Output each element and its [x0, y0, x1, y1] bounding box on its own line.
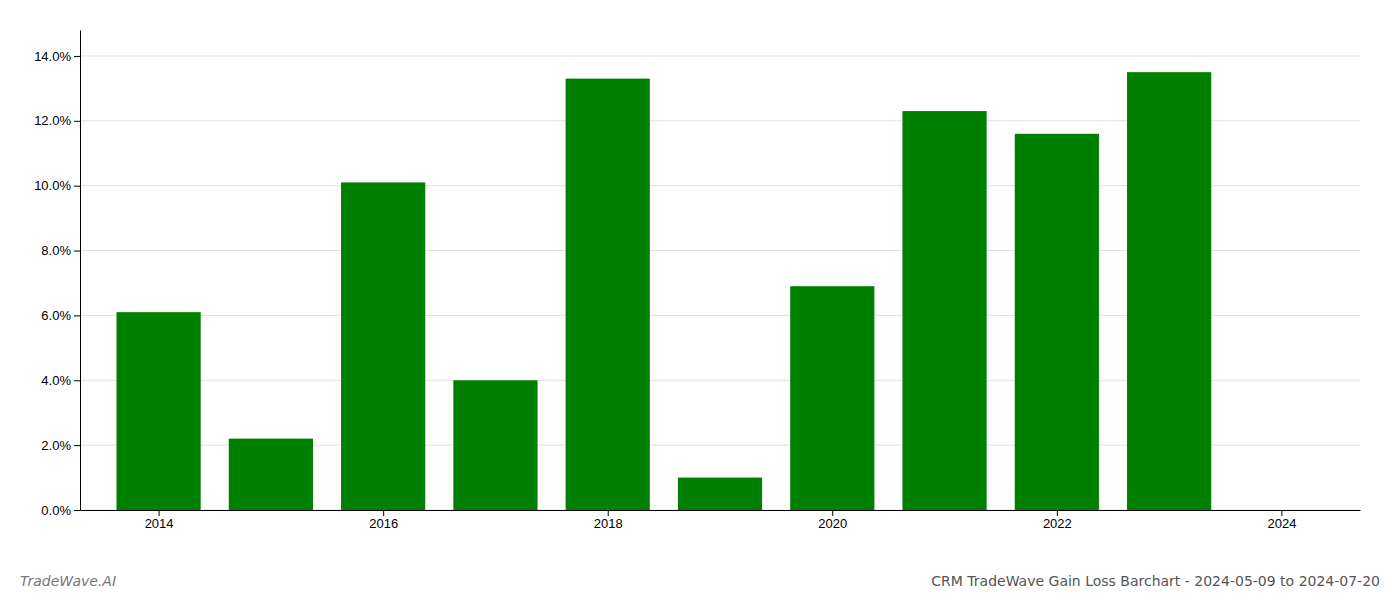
y-tick-label: 2.0% [41, 438, 71, 453]
x-tick-mark [608, 510, 609, 516]
y-tick: 4.0% [41, 373, 80, 388]
x-tick: 2016 [369, 510, 398, 531]
x-tick-label: 2018 [594, 516, 623, 531]
bar [678, 478, 762, 510]
x-tick-mark [832, 510, 833, 516]
y-tick-label: 6.0% [41, 308, 71, 323]
x-tick-label: 2020 [818, 516, 847, 531]
title: CRM TradeWave Gain Loss Barchart - 2024-… [931, 573, 1380, 589]
y-tick-mark [74, 251, 80, 252]
x-tick-label: 2022 [1043, 516, 1072, 531]
bar [902, 111, 986, 510]
bar [566, 79, 650, 510]
x-tick-label: 2014 [145, 516, 174, 531]
y-tick-mark [74, 315, 80, 316]
bar [341, 182, 425, 510]
watermark: TradeWave.AI [20, 573, 116, 589]
x-tick: 2018 [594, 510, 623, 531]
y-tick: 8.0% [41, 243, 80, 258]
bar [453, 380, 537, 510]
grid [80, 56, 1360, 510]
y-tick-mark [74, 186, 80, 187]
x-tick-mark [1057, 510, 1058, 516]
grid-line [80, 55, 1360, 56]
y-tick: 2.0% [41, 438, 80, 453]
y-tick: 14.0% [34, 49, 80, 64]
y-tick-label: 14.0% [34, 49, 71, 64]
x-tick: 2014 [145, 510, 174, 531]
y-tick-mark [74, 121, 80, 122]
x-tick: 2020 [818, 510, 847, 531]
x-axis-line [81, 510, 1361, 511]
y-tick-mark [74, 380, 80, 381]
y-tick-label: 12.0% [34, 113, 71, 128]
x-tick-label: 2024 [1267, 516, 1296, 531]
y-tick: 6.0% [41, 308, 80, 323]
y-tick: 10.0% [34, 178, 80, 193]
bar [229, 439, 313, 510]
bar [1015, 134, 1099, 510]
x-tick-mark [1281, 510, 1282, 516]
y-tick: 0.0% [41, 503, 80, 518]
x-tick-mark [159, 510, 160, 516]
y-tick-label: 0.0% [41, 503, 71, 518]
y-tick: 12.0% [34, 113, 80, 128]
y-axis-line [80, 31, 81, 511]
bar [1127, 72, 1211, 510]
y-tick-mark [74, 56, 80, 57]
y-tick-label: 8.0% [41, 243, 71, 258]
y-tick-mark [74, 445, 80, 446]
plot-area [116, 72, 1211, 510]
y-tick-label: 10.0% [34, 178, 71, 193]
y-tick-label: 4.0% [41, 373, 71, 388]
y-tick-mark [74, 510, 80, 511]
x-tick-mark [383, 510, 384, 516]
x-tick-label: 2016 [369, 516, 398, 531]
chart: 2014 2016 2018 2020 2022 2024 0.0% 2.0% 4.0% 6.0%… [0, 0, 1400, 600]
bar [116, 312, 200, 510]
x-tick: 2022 [1043, 510, 1072, 531]
bar [790, 286, 874, 510]
y-axis: 0.0% 2.0% 4.0% 6.0% 8.0% 10.0% 12.0% 14.0% [34, 31, 80, 518]
x-tick: 2024 [1267, 510, 1296, 531]
x-axis: 2014 2016 2018 2020 2022 2024 [81, 510, 1361, 531]
